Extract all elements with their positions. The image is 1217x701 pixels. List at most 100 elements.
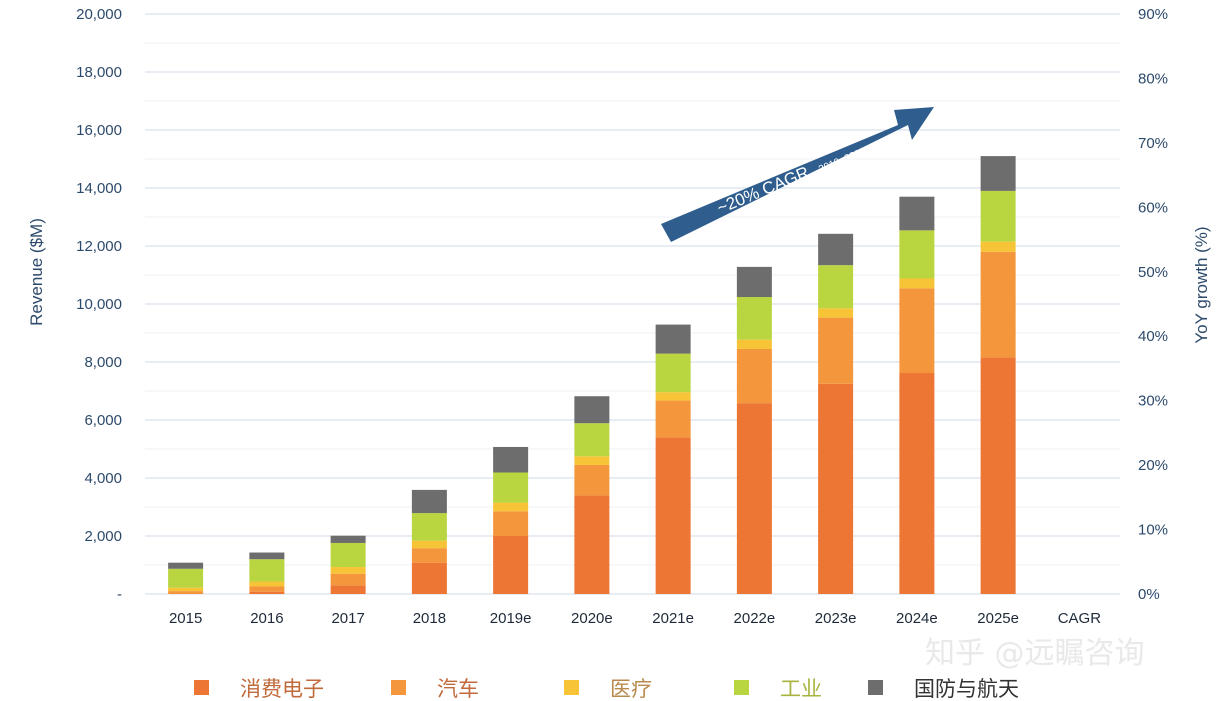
bar-segment-series-0 [249, 591, 285, 594]
legend-label: 国防与航天 [914, 677, 1019, 701]
bar-segment-series-2 [574, 456, 610, 465]
gridlines [145, 13, 1120, 595]
right-axis-title: YoY growth (%) [1192, 226, 1211, 343]
left-tick-label: 6,000 [84, 412, 122, 429]
bar-segment-series-4 [736, 266, 772, 298]
bar-segment-series-1 [899, 288, 935, 374]
left-axis-title: Revenue ($M) [27, 218, 46, 326]
bar-segment-series-3 [493, 472, 529, 503]
category-label: 2015 [169, 610, 202, 627]
bar-segment-series-1 [980, 251, 1016, 358]
legend-swatch [391, 680, 406, 695]
category-label: 2024e [896, 610, 938, 627]
right-tick-label: 30% [1138, 393, 1168, 410]
cagr-main-text: ~20% CAGR [714, 163, 812, 218]
bar-segment-series-4 [574, 396, 610, 424]
bar-segment-series-0 [980, 357, 1016, 594]
bar-segment-series-0 [411, 562, 447, 594]
bar-stack-2016 [249, 552, 285, 594]
right-tick-label: 0% [1138, 586, 1160, 603]
bar-segment-series-3 [574, 423, 610, 457]
bar-segment-series-0 [330, 585, 366, 594]
bar-segment-series-4 [818, 233, 854, 266]
bar-segment-series-3 [655, 353, 691, 393]
legend-label: 汽车 [437, 677, 479, 701]
bar-segment-series-1 [493, 511, 529, 536]
bar-segment-series-4 [493, 446, 529, 473]
cagr-arrow: ~20% CAGR 2019–2025 [661, 107, 934, 242]
legend-label: 医疗 [610, 677, 652, 701]
bar-segment-series-2 [493, 502, 529, 512]
bar-segment-series-0 [493, 536, 529, 594]
bar-segment-series-4 [168, 562, 204, 569]
right-tick-label: 70% [1138, 135, 1168, 152]
left-tick-label: 12,000 [76, 238, 122, 255]
legend-swatch [564, 680, 579, 695]
right-tick-label: 80% [1138, 70, 1168, 87]
category-label: 2018 [413, 610, 446, 627]
bar-stack-2022e [736, 266, 772, 594]
bar-stack-2018 [411, 489, 447, 594]
legend-swatch [868, 680, 883, 695]
bar-segment-series-0 [899, 373, 935, 594]
right-tick-label: 50% [1138, 264, 1168, 281]
category-label: CAGR [1058, 610, 1102, 627]
bar-segment-series-2 [818, 308, 854, 318]
legend-item-3: 工业 [734, 677, 822, 701]
left-tick-label: 16,000 [76, 122, 122, 139]
category-label: 2021e [652, 610, 694, 627]
bar-stack-2019e [493, 446, 529, 594]
bar-segment-series-3 [980, 190, 1016, 242]
left-tick-label: 18,000 [76, 64, 122, 81]
bar-segment-series-2 [899, 278, 935, 289]
bar-stack-2017 [330, 535, 366, 594]
bar-segment-series-4 [411, 489, 447, 514]
legend-swatch [734, 680, 749, 695]
bar-stack-2015 [168, 562, 204, 594]
legend: 消费电子 汽车 医疗 工业 国防与航天 [194, 677, 1019, 701]
legend-label: 工业 [780, 677, 822, 701]
bar-segment-series-3 [168, 568, 204, 588]
bar-segment-series-1 [574, 464, 610, 496]
category-label: 2016 [250, 610, 283, 627]
watermark: 知乎 @远瞩咨询 [925, 636, 1145, 671]
bar-segment-series-2 [736, 339, 772, 349]
right-tick-label: 10% [1138, 522, 1168, 539]
category-label: 2019e [490, 610, 532, 627]
bar-segment-series-3 [330, 542, 366, 568]
category-label: 2017 [331, 610, 364, 627]
bar-segment-series-3 [818, 265, 854, 309]
bar-segment-series-3 [249, 559, 285, 582]
bar-stack-2025e [980, 156, 1016, 594]
bar-segment-series-0 [655, 437, 691, 594]
bar-segment-series-4 [249, 552, 285, 560]
bar-segment-series-2 [980, 241, 1016, 252]
bar-segment-series-1 [736, 348, 772, 404]
right-tick-label: 90% [1138, 6, 1168, 23]
bar-segment-series-0 [818, 383, 854, 594]
category-labels: 2015 2016 2017 2018 2019e 2020e 2021e 2022e 2023… [169, 610, 1101, 627]
legend-item-1: 汽车 [391, 677, 479, 701]
right-tick-label: 40% [1138, 328, 1168, 345]
bar-segment-series-2 [655, 392, 691, 401]
bar-segment-series-3 [899, 230, 935, 279]
bar-segment-series-4 [330, 535, 366, 543]
bar-segment-series-2 [330, 567, 366, 574]
bar-segment-series-3 [411, 513, 447, 541]
left-tick-label: - [117, 586, 122, 603]
category-label: 2020e [571, 610, 613, 627]
bar-segment-series-4 [655, 324, 691, 354]
bar-segment-series-2 [249, 581, 285, 587]
bar-stacks [168, 156, 1016, 594]
category-label: 2022e [734, 610, 776, 627]
bar-stack-2021e [655, 324, 691, 594]
right-tick-label: 60% [1138, 199, 1168, 216]
legend-item-4: 国防与航天 [868, 677, 1019, 701]
left-tick-label: 14,000 [76, 180, 122, 197]
bar-segment-series-0 [736, 403, 772, 594]
left-tick-label: 10,000 [76, 296, 122, 313]
bar-segment-series-3 [736, 297, 772, 340]
left-axis-ticks: - 2,000 4,000 6,000 8,000 10,000 12,000 14,000 1… [76, 6, 122, 603]
bar-segment-series-1 [411, 548, 447, 563]
